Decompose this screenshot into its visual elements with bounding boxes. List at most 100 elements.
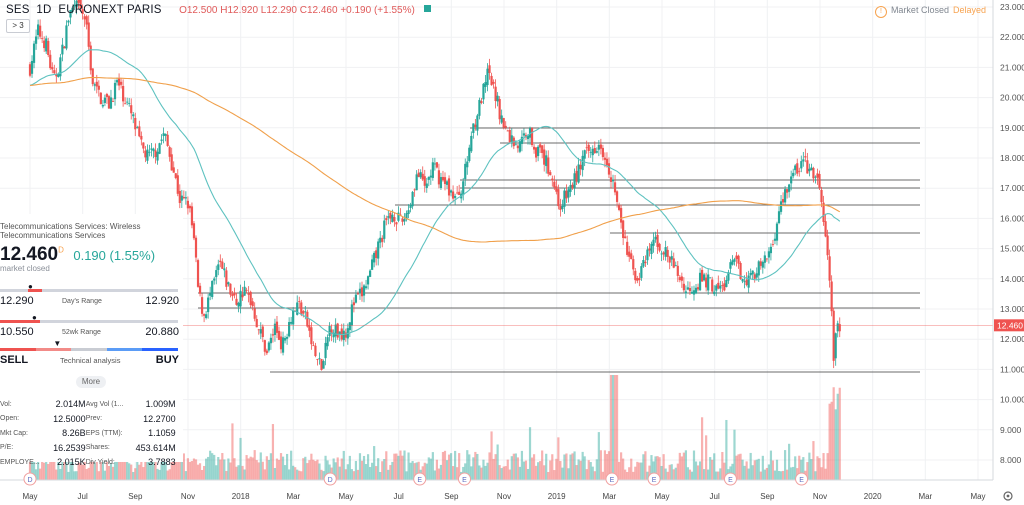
candle-body xyxy=(217,264,220,270)
price-axis[interactable]: 23.000 22.000 21.000 20.000 19.000 18.000 17.0… xyxy=(992,0,1024,480)
more-button[interactable]: More xyxy=(76,376,106,388)
volume-bar xyxy=(391,461,394,480)
candle-body xyxy=(413,189,416,191)
candle-body xyxy=(591,148,594,156)
candle-body xyxy=(350,304,353,326)
volume-bar xyxy=(77,462,80,480)
candle-body xyxy=(385,218,388,221)
volume-bar xyxy=(818,458,821,480)
candle-body xyxy=(771,244,775,245)
price-value: 12.460 xyxy=(0,244,59,265)
volume-bar xyxy=(304,456,307,480)
candle-body xyxy=(302,311,305,314)
y-tick-label: 10.000 xyxy=(1000,395,1024,405)
volume-bar xyxy=(670,464,673,480)
candle-body xyxy=(122,85,125,102)
candle-body xyxy=(792,172,795,177)
candle-body xyxy=(480,101,483,103)
days-range-marker-icon: ● xyxy=(28,282,33,291)
volume-bar xyxy=(205,458,208,480)
y-tick-label: 14.000 xyxy=(1000,274,1024,284)
volume-bar xyxy=(87,467,90,480)
x-tick-label: Sep xyxy=(128,492,143,501)
volume-bar xyxy=(312,459,315,480)
volume-bar xyxy=(148,453,151,480)
candle-body xyxy=(516,145,519,149)
symbol-title[interactable]: SES 1D EURONEXT PARIS xyxy=(6,4,165,16)
volume-bar xyxy=(198,463,202,480)
candle-body xyxy=(478,99,481,116)
stat-value: 2.015K xyxy=(57,457,86,468)
candle-body xyxy=(496,95,499,102)
time-axis[interactable]: May Jul Sep Nov 2018 Mar May Jul Sep Nov 2019 Mar Ma… xyxy=(0,479,993,501)
candle-body xyxy=(449,190,453,193)
volume-bar xyxy=(458,453,461,480)
candle-body xyxy=(595,151,598,153)
collapse-button[interactable]: > 3 xyxy=(6,19,30,33)
volume-bar xyxy=(235,466,238,480)
volume-bar xyxy=(55,469,58,480)
volume-bar xyxy=(49,452,52,480)
sector-label: Telecommunications Services xyxy=(0,231,106,240)
candle-body xyxy=(59,57,62,77)
y-tick-label: 13.000 xyxy=(1000,304,1024,314)
x-tick-label: Sep xyxy=(444,492,459,501)
volume-bar xyxy=(454,450,457,480)
volume-bar xyxy=(707,469,710,480)
volume-bar xyxy=(790,467,793,480)
candle-body xyxy=(194,237,198,258)
candle-body xyxy=(57,73,60,78)
candle-body xyxy=(674,265,677,267)
volume-bar xyxy=(739,453,742,480)
volume-bar xyxy=(808,452,811,480)
candle-body xyxy=(646,249,649,261)
candle-body xyxy=(603,157,607,160)
volume-bar xyxy=(85,469,88,480)
volume-bar xyxy=(168,469,171,480)
technical-analysis[interactable]: ▼ SELL Technical analysis BUY xyxy=(0,339,183,374)
candle-body xyxy=(249,291,252,305)
days-range-label: Day's Range xyxy=(62,298,102,305)
volume-bar xyxy=(431,452,434,480)
candle-body xyxy=(391,214,394,223)
volume-bar xyxy=(624,469,627,480)
y-tick-label: 16.000 xyxy=(1000,213,1024,223)
volume-bar xyxy=(346,464,349,480)
volume-bar xyxy=(184,471,187,480)
candle-body xyxy=(547,157,550,174)
volume-bar xyxy=(196,464,200,480)
volume-bar xyxy=(150,453,153,480)
days-range-low: 12.290 xyxy=(0,295,34,307)
volume-bar xyxy=(324,455,327,480)
volume-bar xyxy=(763,469,766,480)
settings-icon[interactable] xyxy=(1003,491,1013,501)
volume-bar xyxy=(350,469,353,480)
candle-body xyxy=(166,134,169,146)
event-marker-label: E xyxy=(610,477,615,484)
volume-bar xyxy=(476,453,479,480)
candle-body xyxy=(360,287,364,297)
volume-bar xyxy=(298,470,301,480)
candle-body xyxy=(130,105,133,114)
volume-bar xyxy=(713,453,716,480)
candle-body xyxy=(522,133,526,136)
candle-body xyxy=(332,332,335,338)
candle-body xyxy=(435,162,438,168)
candle-body xyxy=(541,145,544,153)
candle-body xyxy=(650,243,653,255)
symbol: SES xyxy=(6,4,30,16)
volume-bar xyxy=(417,461,420,480)
candle-body xyxy=(518,141,521,152)
candle-body xyxy=(696,287,700,290)
candle-body xyxy=(530,128,534,146)
horizontal-levels[interactable] xyxy=(198,127,920,373)
candle-body xyxy=(91,68,94,85)
candle-body xyxy=(269,337,273,344)
volume-bar xyxy=(583,456,586,480)
volume-bar xyxy=(433,470,436,480)
event-marker-icon xyxy=(458,472,471,486)
volume-bar xyxy=(358,453,362,480)
candle-body xyxy=(443,177,447,185)
candle-body xyxy=(73,4,76,7)
